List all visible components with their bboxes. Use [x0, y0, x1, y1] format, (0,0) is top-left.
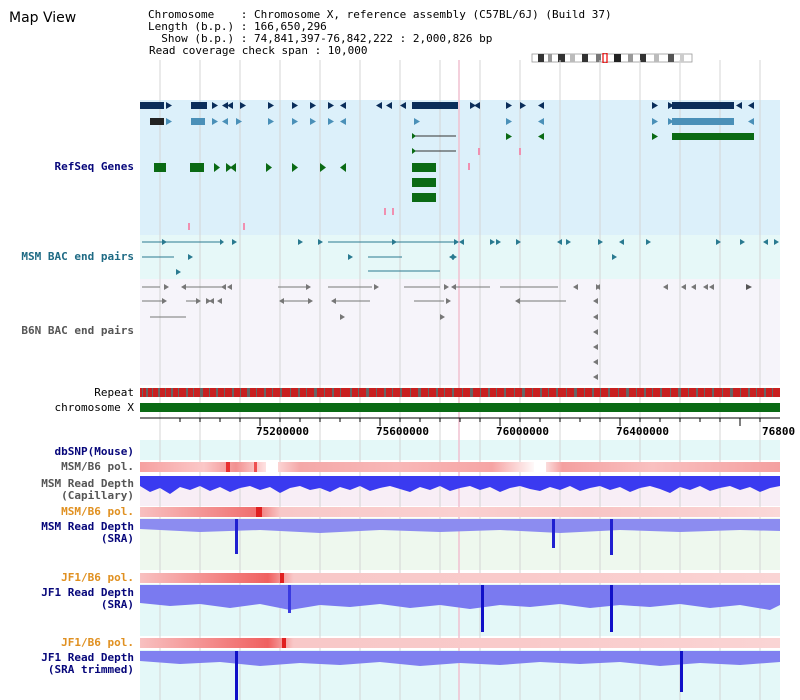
- chromosome-line: Chromosome : Chromosome X, reference ass…: [148, 8, 612, 21]
- coverage-span-line: Read coverage check span : 10,000: [149, 44, 368, 57]
- chromosome-bar[interactable]: [140, 403, 780, 412]
- track-label-msm-b6-pol-1[interactable]: MSM/B6 pol.: [61, 460, 134, 473]
- track-label-jf1-depth-sra[interactable]: JF1 Read Depth (SRA): [41, 586, 134, 611]
- track-label-msm-depth-capillary[interactable]: MSM Read Depth (Capillary): [41, 477, 134, 502]
- b6n-bac-track-band: [140, 279, 780, 385]
- track-label-jf1-b6-pol-2[interactable]: JF1/B6 pol.: [61, 636, 134, 649]
- map-view-title: Map View: [9, 10, 77, 26]
- length-line: Length (b.p.) : 166,650,296: [148, 20, 327, 33]
- track-label-repeat[interactable]: Repeat: [94, 386, 134, 399]
- track-label-msm-bac[interactable]: MSM BAC end pairs: [21, 250, 134, 263]
- tick-label-76000000: 76000000: [496, 425, 549, 438]
- track-label-dbsnp[interactable]: dbSNP(Mouse): [54, 445, 134, 458]
- tick-label-75200000: 75200000: [256, 425, 309, 438]
- track-label-refseq[interactable]: RefSeq Genes: [54, 160, 134, 173]
- track-label-jf1-b6-pol-1[interactable]: JF1/B6 pol.: [61, 571, 134, 584]
- track-label-b6n-bac[interactable]: B6N BAC end pairs: [21, 324, 134, 337]
- tick-label-76800: 76800: [762, 425, 796, 438]
- track-label-msm-depth-sra[interactable]: MSM Read Depth (SRA): [41, 520, 134, 545]
- dbsnp-track-band: [140, 440, 780, 460]
- show-range-line: Show (b.p.) : 74,841,397-76,842,222 : 2,…: [148, 32, 493, 45]
- track-label-chromosome[interactable]: chromosome X: [54, 401, 134, 414]
- tick-label-75600000: 75600000: [376, 425, 429, 438]
- assembly-info: Chromosome : Chromosome X, reference ass…: [148, 9, 612, 57]
- track-label-jf1-depth-trimmed[interactable]: JF1 Read Depth (SRA trimmed): [41, 651, 134, 676]
- tick-label-76400000: 76400000: [616, 425, 669, 438]
- track-label-msm-b6-pol-2[interactable]: MSM/B6 pol.: [61, 505, 134, 518]
- chromosome-ideogram[interactable]: [530, 53, 695, 63]
